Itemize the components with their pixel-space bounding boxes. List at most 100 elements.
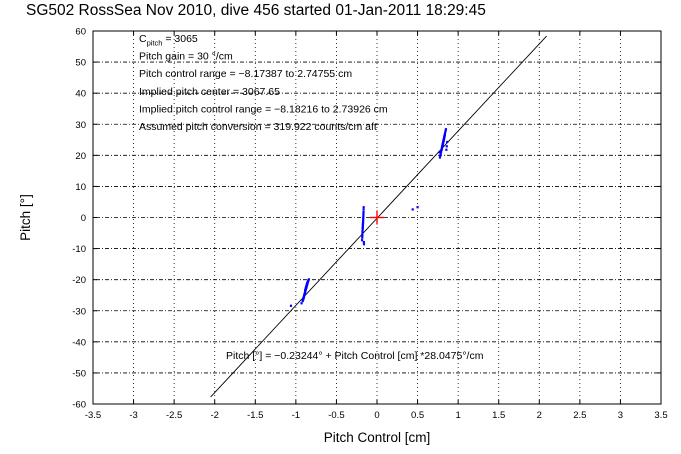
y-axis-tick-label: -20 [72, 275, 86, 286]
data-point [300, 302, 303, 305]
data-point [302, 298, 305, 301]
x-axis-tick-label: 2 [537, 410, 542, 421]
x-axis-tick-label: -2.5 [166, 410, 182, 421]
data-point [306, 280, 310, 283]
data-point [362, 243, 366, 246]
y-axis-tick-label: -60 [72, 400, 86, 411]
data-series-pitch-center [370, 210, 384, 225]
data-point [441, 144, 444, 148]
data-point [416, 206, 419, 209]
y-axis-tick-label: 60 [75, 27, 86, 38]
x-axis-tick-label: -3 [129, 410, 137, 421]
data-point [303, 293, 306, 296]
data-point [362, 240, 365, 244]
data-point [439, 154, 442, 157]
data-point [445, 148, 448, 151]
data-point [442, 141, 445, 144]
data-point [411, 208, 414, 211]
data-point [444, 131, 447, 134]
data-point [307, 278, 310, 281]
x-axis-title: Pitch Control [cm] [324, 430, 431, 445]
data-point [441, 143, 444, 146]
data-point [362, 208, 365, 211]
data-point [438, 151, 441, 154]
center-marker-plus [370, 210, 384, 225]
data-point [445, 145, 448, 148]
figure-title: SG502 RossSea Nov 2010, dive 456 started… [26, 2, 486, 19]
data-point [440, 150, 443, 154]
data-point [438, 156, 441, 159]
data-point [439, 152, 442, 155]
annotation-line5: Implied pitch control range = −8.18216 t… [139, 103, 388, 115]
data-point [361, 223, 364, 227]
data-point [443, 133, 446, 136]
fit-equation-label: Pitch [°] = −0.23244° + Pitch Control [c… [226, 350, 484, 362]
x-axis-tick-label: -2 [210, 410, 218, 421]
data-point [362, 220, 365, 223]
data-point [444, 128, 448, 131]
data-point [362, 210, 365, 214]
data-series-pitch-observations [289, 128, 449, 307]
x-axis-tick-label: 1.5 [492, 410, 505, 421]
data-point [361, 222, 365, 225]
data-point [443, 135, 446, 138]
x-axis-tick-label: 3 [618, 410, 623, 421]
x-axis-tick-label: 2.5 [573, 410, 586, 421]
data-point [444, 129, 447, 132]
data-point [362, 212, 365, 215]
data-point [360, 239, 364, 242]
y-axis-tick-label: 20 [75, 151, 86, 162]
x-axis-tick-label: -1 [292, 410, 300, 421]
data-point [301, 300, 304, 303]
data-point [362, 214, 365, 217]
x-axis-tick-label: 3.5 [654, 410, 667, 421]
annotation-c-pitch-value: = 3065 [162, 33, 197, 45]
y-axis-tick-label: 40 [75, 89, 86, 100]
data-point [304, 287, 307, 291]
data-point [303, 292, 306, 295]
data-point [304, 291, 307, 294]
annotation-line-1: Cpitch = 3065 [139, 33, 198, 48]
x-axis-tick-label: -0.5 [328, 410, 344, 421]
axes-group: -3.5 -3 -2.5 -2 -1.5 -1 -0.5 0 0.5 1 1.5 2 2.5 3 3.5 -6… [18, 27, 668, 446]
annotation-c-pitch-subscript: pitch [147, 39, 163, 48]
data-point [440, 148, 443, 151]
data-point [361, 226, 364, 229]
y-axis-tick-label: -50 [72, 368, 86, 379]
y-axis-tick-label: 0 [81, 213, 86, 224]
data-point [289, 304, 293, 307]
data-point [446, 140, 449, 144]
annotation-line3: Pitch control range = −8.17387 to 2.7475… [139, 68, 352, 80]
data-point [442, 137, 446, 140]
y-axis-tick-label: -30 [72, 306, 86, 317]
data-point [440, 146, 444, 149]
data-point [361, 231, 364, 234]
y-axis-tick-label: -40 [72, 337, 86, 348]
data-point [442, 139, 445, 142]
y-axis-title: Pitch [°] [18, 194, 33, 241]
data-point [362, 206, 365, 209]
data-point [306, 281, 309, 285]
data-point [302, 296, 305, 300]
y-axis-tick-label: 50 [75, 58, 86, 69]
x-axis-tick-label: 0 [374, 410, 379, 421]
annotation-c-pitch-symbol: C [139, 33, 147, 45]
data-point [361, 234, 364, 237]
data-point [361, 236, 364, 239]
annotation-line2: Pitch gain = 30 °/cm [139, 51, 233, 63]
y-axis-tick-label: -10 [72, 244, 86, 255]
data-point [362, 218, 365, 221]
annotation-line6: Assumed pitch conversion = 319.922 count… [139, 121, 377, 133]
x-axis-tick-label: -1.5 [247, 410, 263, 421]
data-point [362, 216, 365, 219]
regression-fit-line [210, 35, 547, 398]
x-axis-tick-label: 1 [455, 410, 460, 421]
y-axis-tick-label: 30 [75, 120, 86, 131]
x-axis-tick-label: 0.5 [411, 410, 424, 421]
data-point [304, 286, 308, 289]
y-axis-tick-label: 10 [75, 182, 86, 193]
data-point [305, 284, 308, 287]
data-point [361, 233, 364, 236]
x-axis-tick-label: -3.5 [85, 410, 101, 421]
